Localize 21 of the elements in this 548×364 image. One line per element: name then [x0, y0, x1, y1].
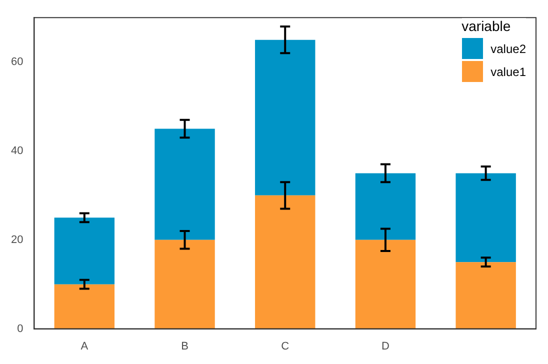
- bar: [54, 218, 115, 284]
- bar: [456, 262, 516, 329]
- bar: [255, 195, 316, 329]
- y-tick-label: 20: [10, 234, 24, 246]
- x-tick-label: C: [281, 340, 290, 352]
- x-tick-label: B: [181, 340, 188, 352]
- x-tick-label: D: [381, 340, 390, 352]
- legend-label: value1: [490, 64, 526, 78]
- bar: [355, 173, 416, 240]
- bar: [456, 173, 516, 262]
- bar: [355, 240, 416, 329]
- y-tick-label: 40: [10, 145, 24, 158]
- bar: [255, 40, 316, 196]
- bar: [154, 240, 215, 329]
- bar: [154, 128, 215, 240]
- legend-title: variable: [462, 18, 512, 34]
- y-tick-label: 60: [10, 56, 24, 68]
- bar: [54, 284, 115, 329]
- x-tick-label: A: [80, 340, 89, 352]
- y-tick-label: 0: [17, 322, 24, 335]
- legend-label: value2: [490, 42, 526, 56]
